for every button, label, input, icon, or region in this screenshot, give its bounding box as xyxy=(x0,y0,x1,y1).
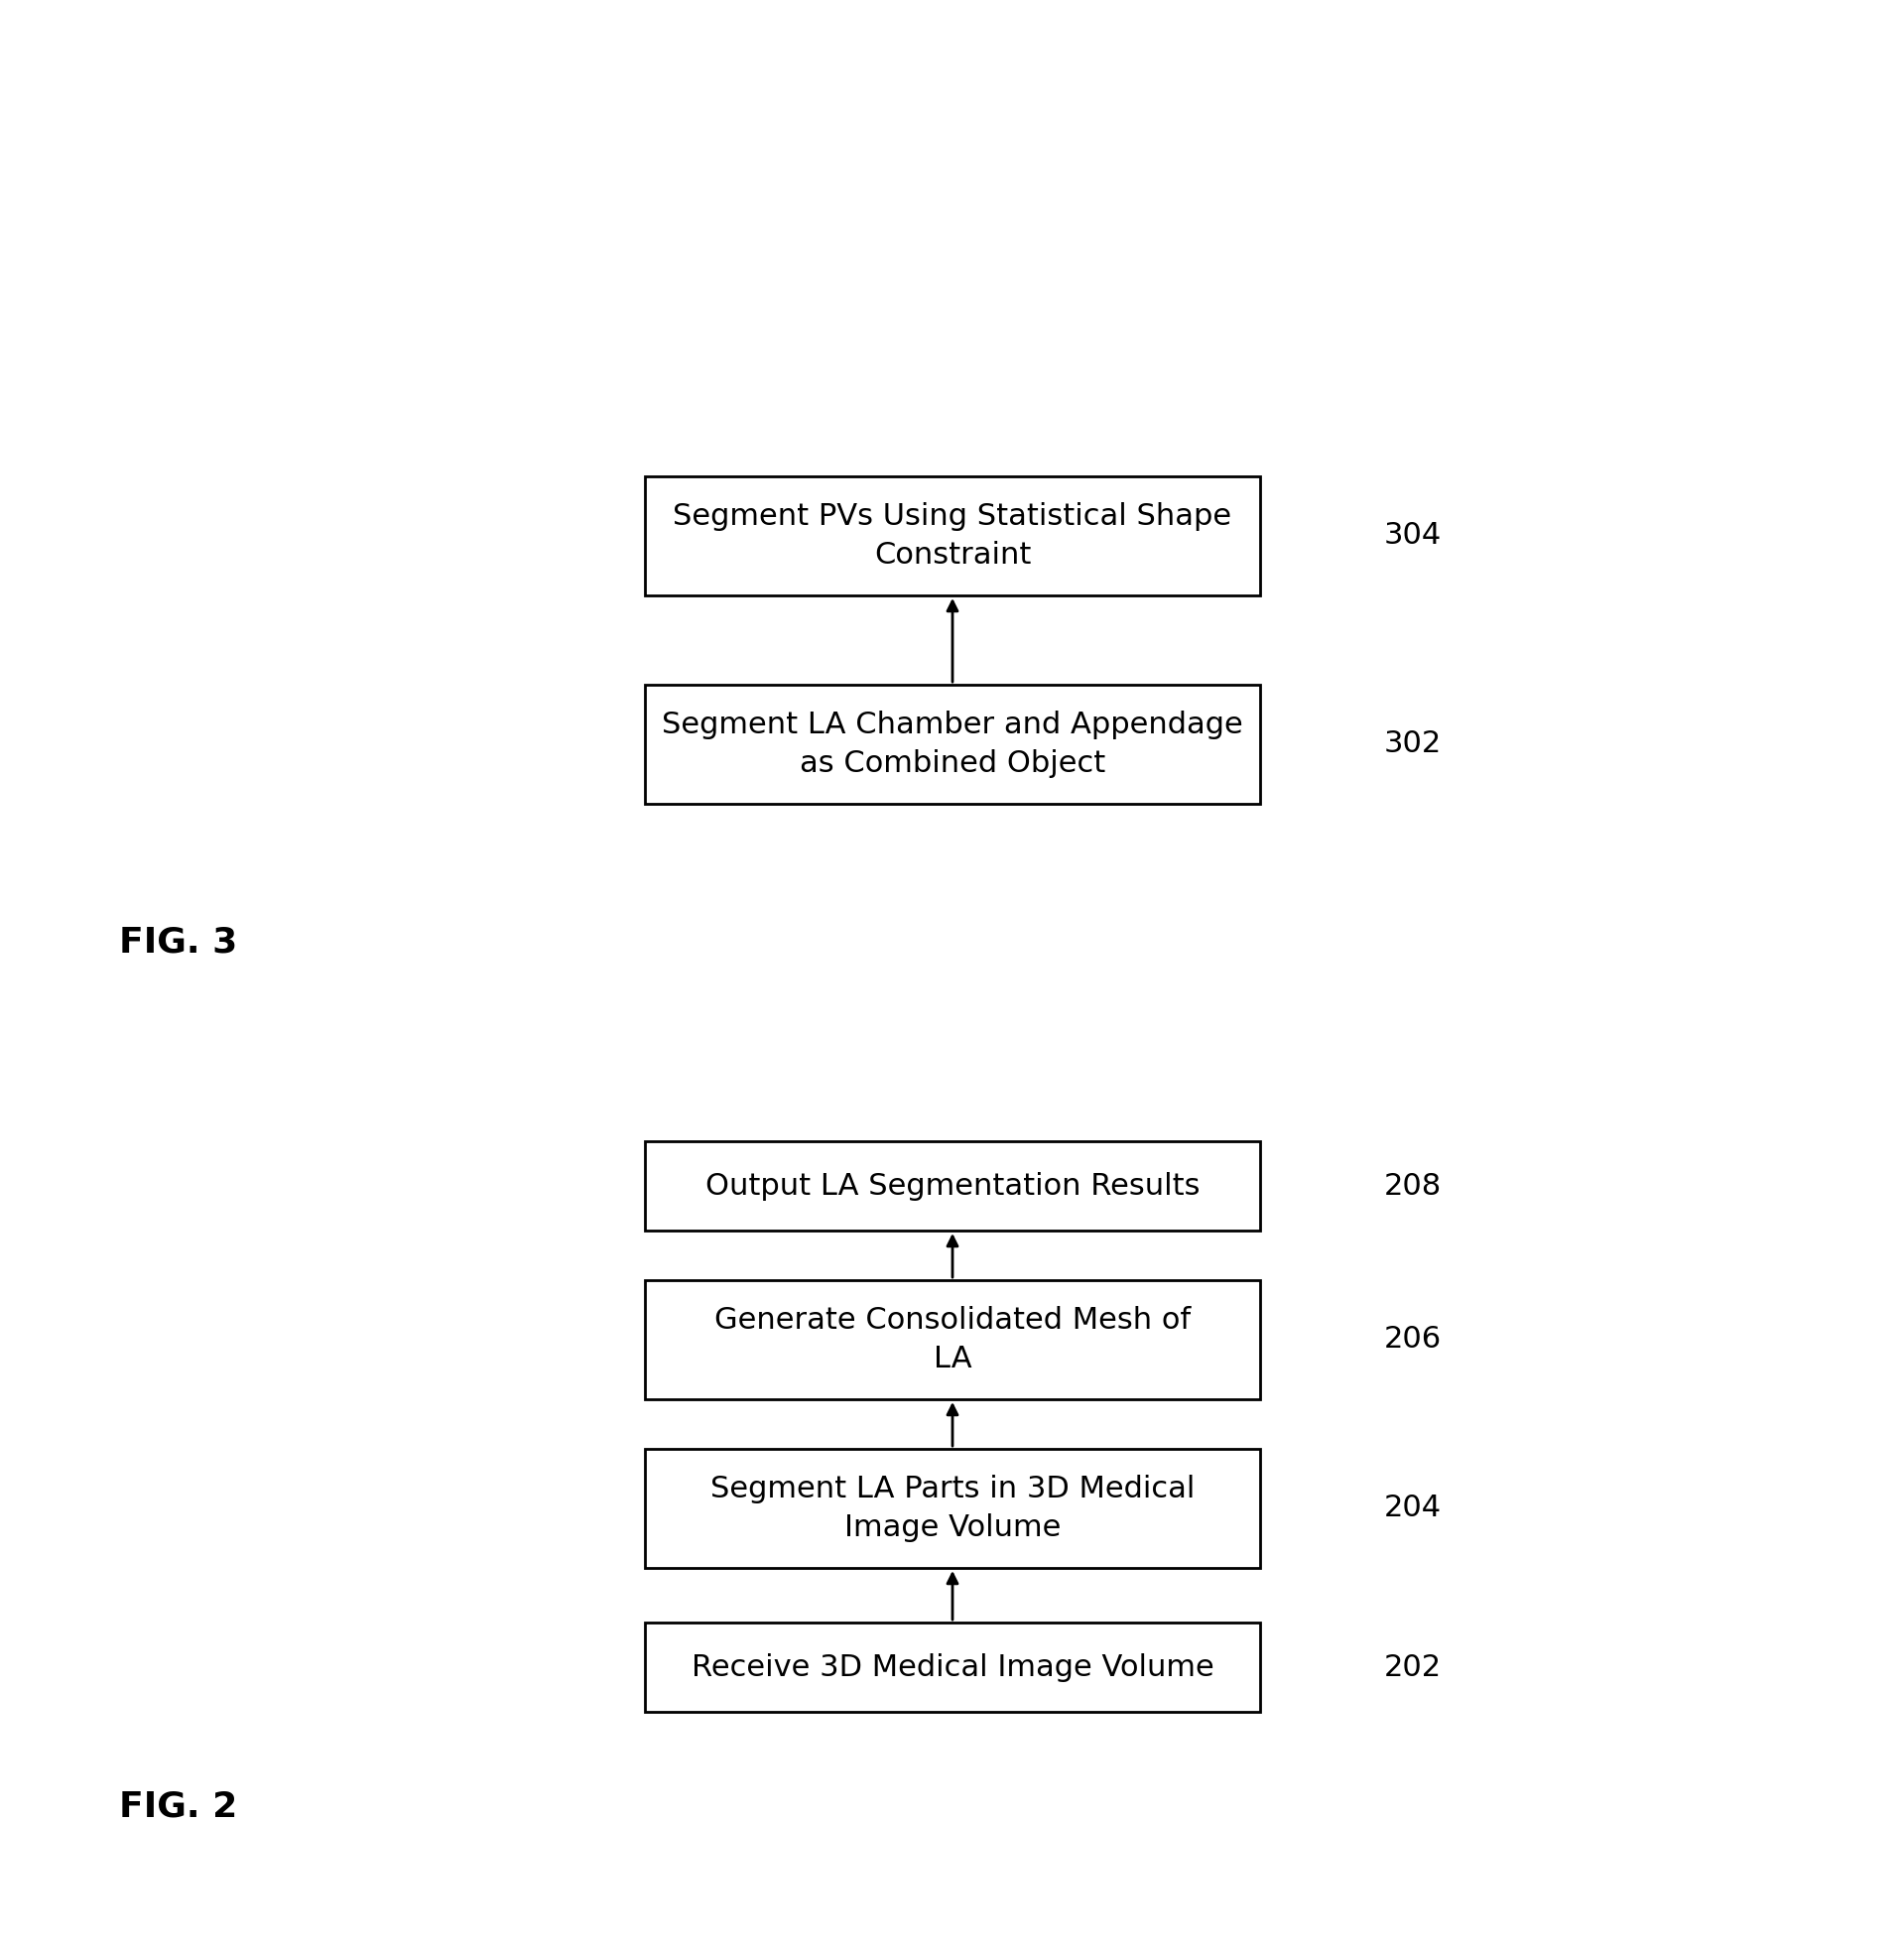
Text: Receive 3D Medical Image Volume: Receive 3D Medical Image Volume xyxy=(691,1653,1215,1681)
Text: 204: 204 xyxy=(1384,1493,1441,1523)
Text: 304: 304 xyxy=(1384,521,1441,550)
Bar xyxy=(645,1622,1260,1712)
Text: Segment LA Chamber and Appendage
as Combined Object: Segment LA Chamber and Appendage as Comb… xyxy=(663,711,1243,777)
Text: Output LA Segmentation Results: Output LA Segmentation Results xyxy=(704,1171,1200,1200)
Bar xyxy=(645,1281,1260,1400)
Text: 302: 302 xyxy=(1384,730,1441,759)
Text: 206: 206 xyxy=(1384,1325,1441,1355)
Text: Generate Consolidated Mesh of
LA: Generate Consolidated Mesh of LA xyxy=(714,1306,1190,1372)
Text: Segment PVs Using Statistical Shape
Constraint: Segment PVs Using Statistical Shape Cons… xyxy=(674,502,1232,570)
Bar xyxy=(645,1448,1260,1567)
Text: FIG. 2: FIG. 2 xyxy=(120,1790,238,1823)
Text: 208: 208 xyxy=(1384,1171,1441,1200)
Bar xyxy=(645,1142,1260,1230)
Text: FIG. 3: FIG. 3 xyxy=(120,925,238,960)
Bar xyxy=(645,685,1260,804)
Text: 202: 202 xyxy=(1384,1653,1441,1681)
Bar xyxy=(645,476,1260,595)
Text: Segment LA Parts in 3D Medical
Image Volume: Segment LA Parts in 3D Medical Image Vol… xyxy=(710,1476,1196,1542)
